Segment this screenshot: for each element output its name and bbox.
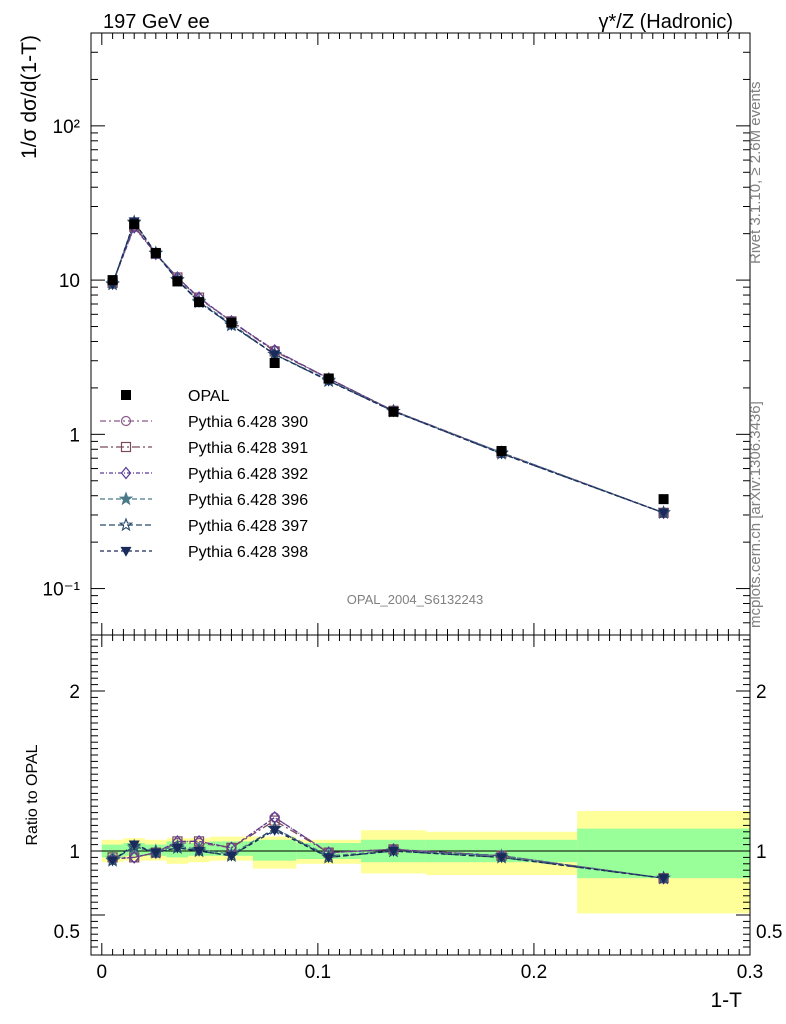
- star-marker: [118, 517, 134, 532]
- x-axis-label: 1-T: [711, 989, 743, 1012]
- axis-tick-labels: 10⁻¹ 1 10 10² 0.5 0.5 1 1 2 2 0 0.1 0.2 0.3: [43, 117, 783, 983]
- ratio-y-tick-label: 0.5: [54, 922, 80, 943]
- ratio-y-axis-label: Ratio to OPAL: [24, 744, 41, 845]
- legend-label: Pythia 6.428 398: [188, 544, 308, 561]
- triangle-marker: [193, 846, 205, 857]
- legend-label: OPAL: [188, 388, 230, 405]
- ratio-series-line: [112, 816, 664, 879]
- ratio-y-tick-label: 2: [69, 682, 80, 703]
- x-tick-label: 0.1: [305, 962, 331, 983]
- diamond-marker: [128, 850, 140, 864]
- data-point: [150, 247, 161, 258]
- triangle-marker: [495, 853, 508, 864]
- triangle-marker: [171, 843, 183, 854]
- ratio-y-tick-label-right: 1: [756, 842, 767, 863]
- header-left-label: 197 GeV ee: [103, 11, 210, 33]
- y-tick-label: 10: [59, 271, 80, 292]
- triangle-marker: [269, 826, 281, 836]
- ratio-y-tick-label: 1: [69, 842, 80, 863]
- data-point: [107, 275, 118, 286]
- legend-label: Pythia 6.428 392: [188, 466, 308, 483]
- y-tick-label: 1: [69, 425, 80, 446]
- data-point: [323, 373, 334, 384]
- circle-marker: [120, 415, 132, 427]
- triangle-marker: [225, 851, 237, 862]
- x-tick-label: 0: [97, 962, 108, 983]
- header-right-label: γ*/Z (Hadronic): [599, 11, 733, 33]
- triangle-marker: [107, 856, 119, 867]
- triangle-marker: [128, 840, 140, 851]
- mcplots-label: mcplots.cern.ch [arXiv:1306.3436]: [747, 401, 764, 628]
- main-y-axis-label: 1/σ dσ/d(1-T): [18, 35, 41, 159]
- plot-frames: [90, 32, 751, 956]
- stat-uncertainty-band: [253, 839, 297, 861]
- mc-series-line: [111, 220, 664, 514]
- x-tick-label: 0.2: [521, 962, 547, 983]
- axis-ticks: [91, 32, 751, 955]
- legend-label: Pythia 6.428 390: [188, 414, 308, 431]
- x-tick-label: 0.3: [737, 962, 763, 983]
- ratio-panel-frame: [90, 634, 751, 956]
- legend-data-marker: [121, 390, 131, 400]
- y-tick-label: 10²: [53, 117, 80, 138]
- data-point: [129, 219, 140, 230]
- square-marker: [120, 441, 132, 453]
- legend-label: Pythia 6.428 391: [188, 440, 308, 457]
- legend: OPAL Pythia 6.428 390 Pythia 6.428 391 Pyth…: [100, 388, 308, 561]
- triangle-marker: [269, 350, 281, 361]
- series-markers: [105, 214, 671, 885]
- triangle-marker: [658, 508, 670, 519]
- triangle-marker: [150, 848, 162, 859]
- data-point: [496, 445, 507, 456]
- rivet-version-label: Rivet 3.1.10, ≥ 2.6M events: [747, 82, 764, 265]
- ratio-uncertainty-bands: [91, 811, 750, 914]
- data-point: [194, 297, 205, 308]
- diamond-marker: [120, 466, 132, 480]
- analysis-id-label: OPAL_2004_S6132243: [347, 592, 483, 607]
- triangle-marker: [658, 874, 670, 884]
- circle-marker: [269, 812, 280, 823]
- ratio-y-tick-label-right: 2: [756, 682, 767, 703]
- y-tick-label: 10⁻¹: [43, 580, 81, 601]
- triangle-marker: [120, 546, 132, 557]
- legend-label: Pythia 6.428 396: [188, 492, 308, 509]
- data-point: [388, 406, 399, 417]
- ratio-y-tick-label-right: 0.5: [756, 922, 782, 943]
- data-point: [658, 494, 669, 505]
- triangle-marker: [323, 853, 335, 864]
- triangle-marker: [387, 846, 400, 857]
- star-marker: [118, 491, 134, 506]
- data-point: [269, 358, 280, 369]
- data-point: [172, 276, 183, 287]
- data-point: [226, 317, 237, 328]
- legend-label: Pythia 6.428 397: [188, 518, 308, 535]
